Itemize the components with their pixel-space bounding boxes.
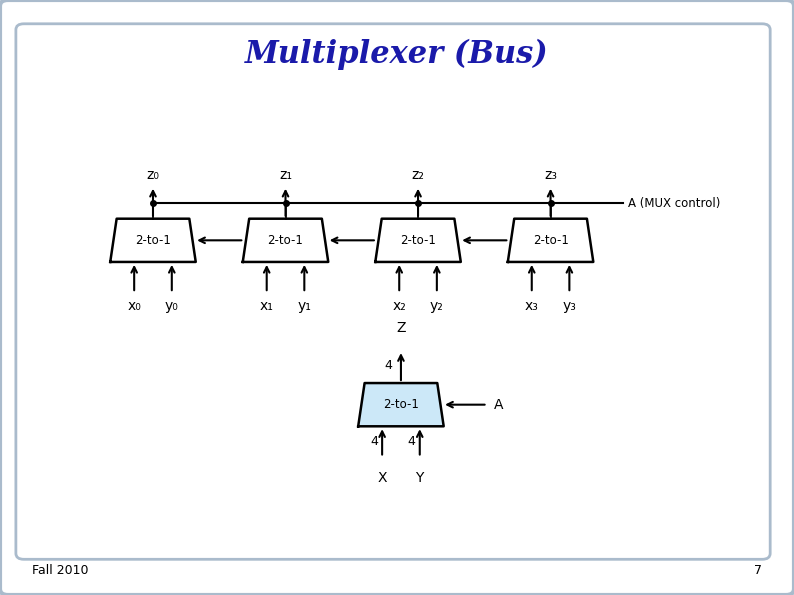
Text: Z: Z [396,321,406,336]
Text: Y: Y [415,471,424,486]
Text: 4: 4 [370,436,378,449]
Polygon shape [358,383,444,426]
Text: x₁: x₁ [260,299,274,313]
Text: x₃: x₃ [525,299,538,313]
Text: z₀: z₀ [147,168,160,181]
Polygon shape [110,219,196,262]
Text: 2-to-1: 2-to-1 [268,234,303,247]
Text: 4: 4 [384,359,392,372]
Text: Fall 2010: Fall 2010 [32,564,88,577]
Text: x₂: x₂ [392,299,406,313]
Polygon shape [376,219,461,262]
Text: 2-to-1: 2-to-1 [383,398,419,411]
Polygon shape [243,219,328,262]
Text: 2-to-1: 2-to-1 [400,234,436,247]
Text: z₂: z₂ [411,168,425,181]
Text: x₀: x₀ [127,299,141,313]
Text: 4: 4 [407,436,415,449]
Text: y₀: y₀ [165,299,179,313]
Text: y₁: y₁ [298,299,311,313]
Text: 2-to-1: 2-to-1 [135,234,171,247]
Text: X: X [377,471,387,486]
Text: A (MUX control): A (MUX control) [627,196,720,209]
Text: y₃: y₃ [562,299,576,313]
Polygon shape [508,219,593,262]
Text: Multiplexer (Bus): Multiplexer (Bus) [245,39,549,70]
Text: A: A [494,397,503,412]
Text: 2-to-1: 2-to-1 [533,234,569,247]
Text: y₂: y₂ [430,299,444,313]
Text: z₁: z₁ [279,168,292,181]
Text: z₃: z₃ [544,168,557,181]
Text: 7: 7 [754,564,762,577]
